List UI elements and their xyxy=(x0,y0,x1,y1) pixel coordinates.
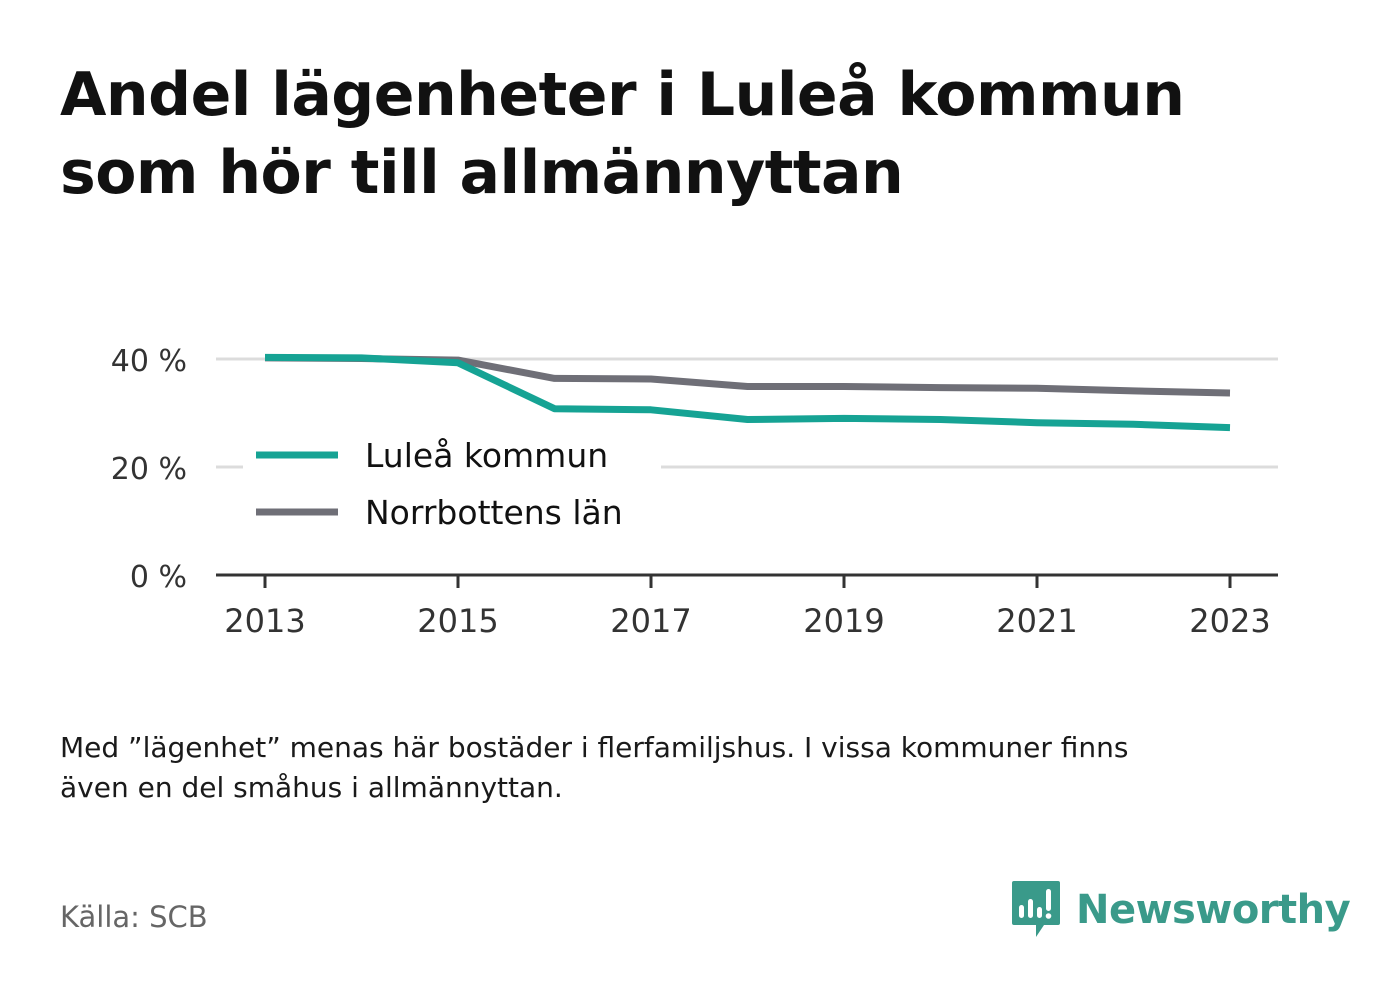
x-tick-labels: 2013 2015 2017 2019 2021 2023 xyxy=(224,602,1270,640)
x-tick-label: 2019 xyxy=(803,602,884,640)
footnote-line-2: även en del småhus i allmännyttan. xyxy=(60,771,563,804)
logo-text: Newsworthy xyxy=(1076,887,1351,933)
y-tick-label: 40 % xyxy=(111,344,187,379)
x-tick-label: 2013 xyxy=(224,602,305,640)
chart-title-line-1: Andel lägenheter i Luleå kommun xyxy=(60,60,1185,130)
legend: Luleå kommun Norrbottens län xyxy=(243,426,661,538)
line-chart: 0 % 20 % 40 % 2013 2015 2017 2019 2021 2023 Lul… xyxy=(111,344,1278,640)
newsworthy-logo-icon xyxy=(1012,881,1060,937)
newsworthy-logo: Newsworthy xyxy=(1010,878,1351,942)
series-lines xyxy=(264,353,1231,432)
chart-title: Andel lägenheter i Luleå kommun som hör … xyxy=(60,56,1320,212)
legend-background xyxy=(243,426,661,538)
source-label: Källa: SCB xyxy=(60,900,208,934)
footnote-line-1: Med ”lägenhet” menas här bostäder i fler… xyxy=(60,731,1129,764)
x-tick-label: 2015 xyxy=(417,602,498,640)
legend-label: Luleå kommun xyxy=(365,436,608,475)
footnote: Med ”lägenhet” menas här bostäder i fler… xyxy=(60,728,1320,808)
x-tick-label: 2021 xyxy=(996,602,1077,640)
y-tick-label: 0 % xyxy=(130,560,187,595)
x-tick-label: 2017 xyxy=(610,602,691,640)
legend-label: Norrbottens län xyxy=(365,493,623,532)
x-tick-label: 2023 xyxy=(1189,602,1270,640)
chart-title-line-2: som hör till allmännyttan xyxy=(60,138,904,208)
series-line xyxy=(264,353,1231,432)
y-tick-label: 20 % xyxy=(111,452,187,487)
x-axis xyxy=(216,573,1278,588)
y-tick-labels: 0 % 20 % 40 % xyxy=(111,344,187,595)
